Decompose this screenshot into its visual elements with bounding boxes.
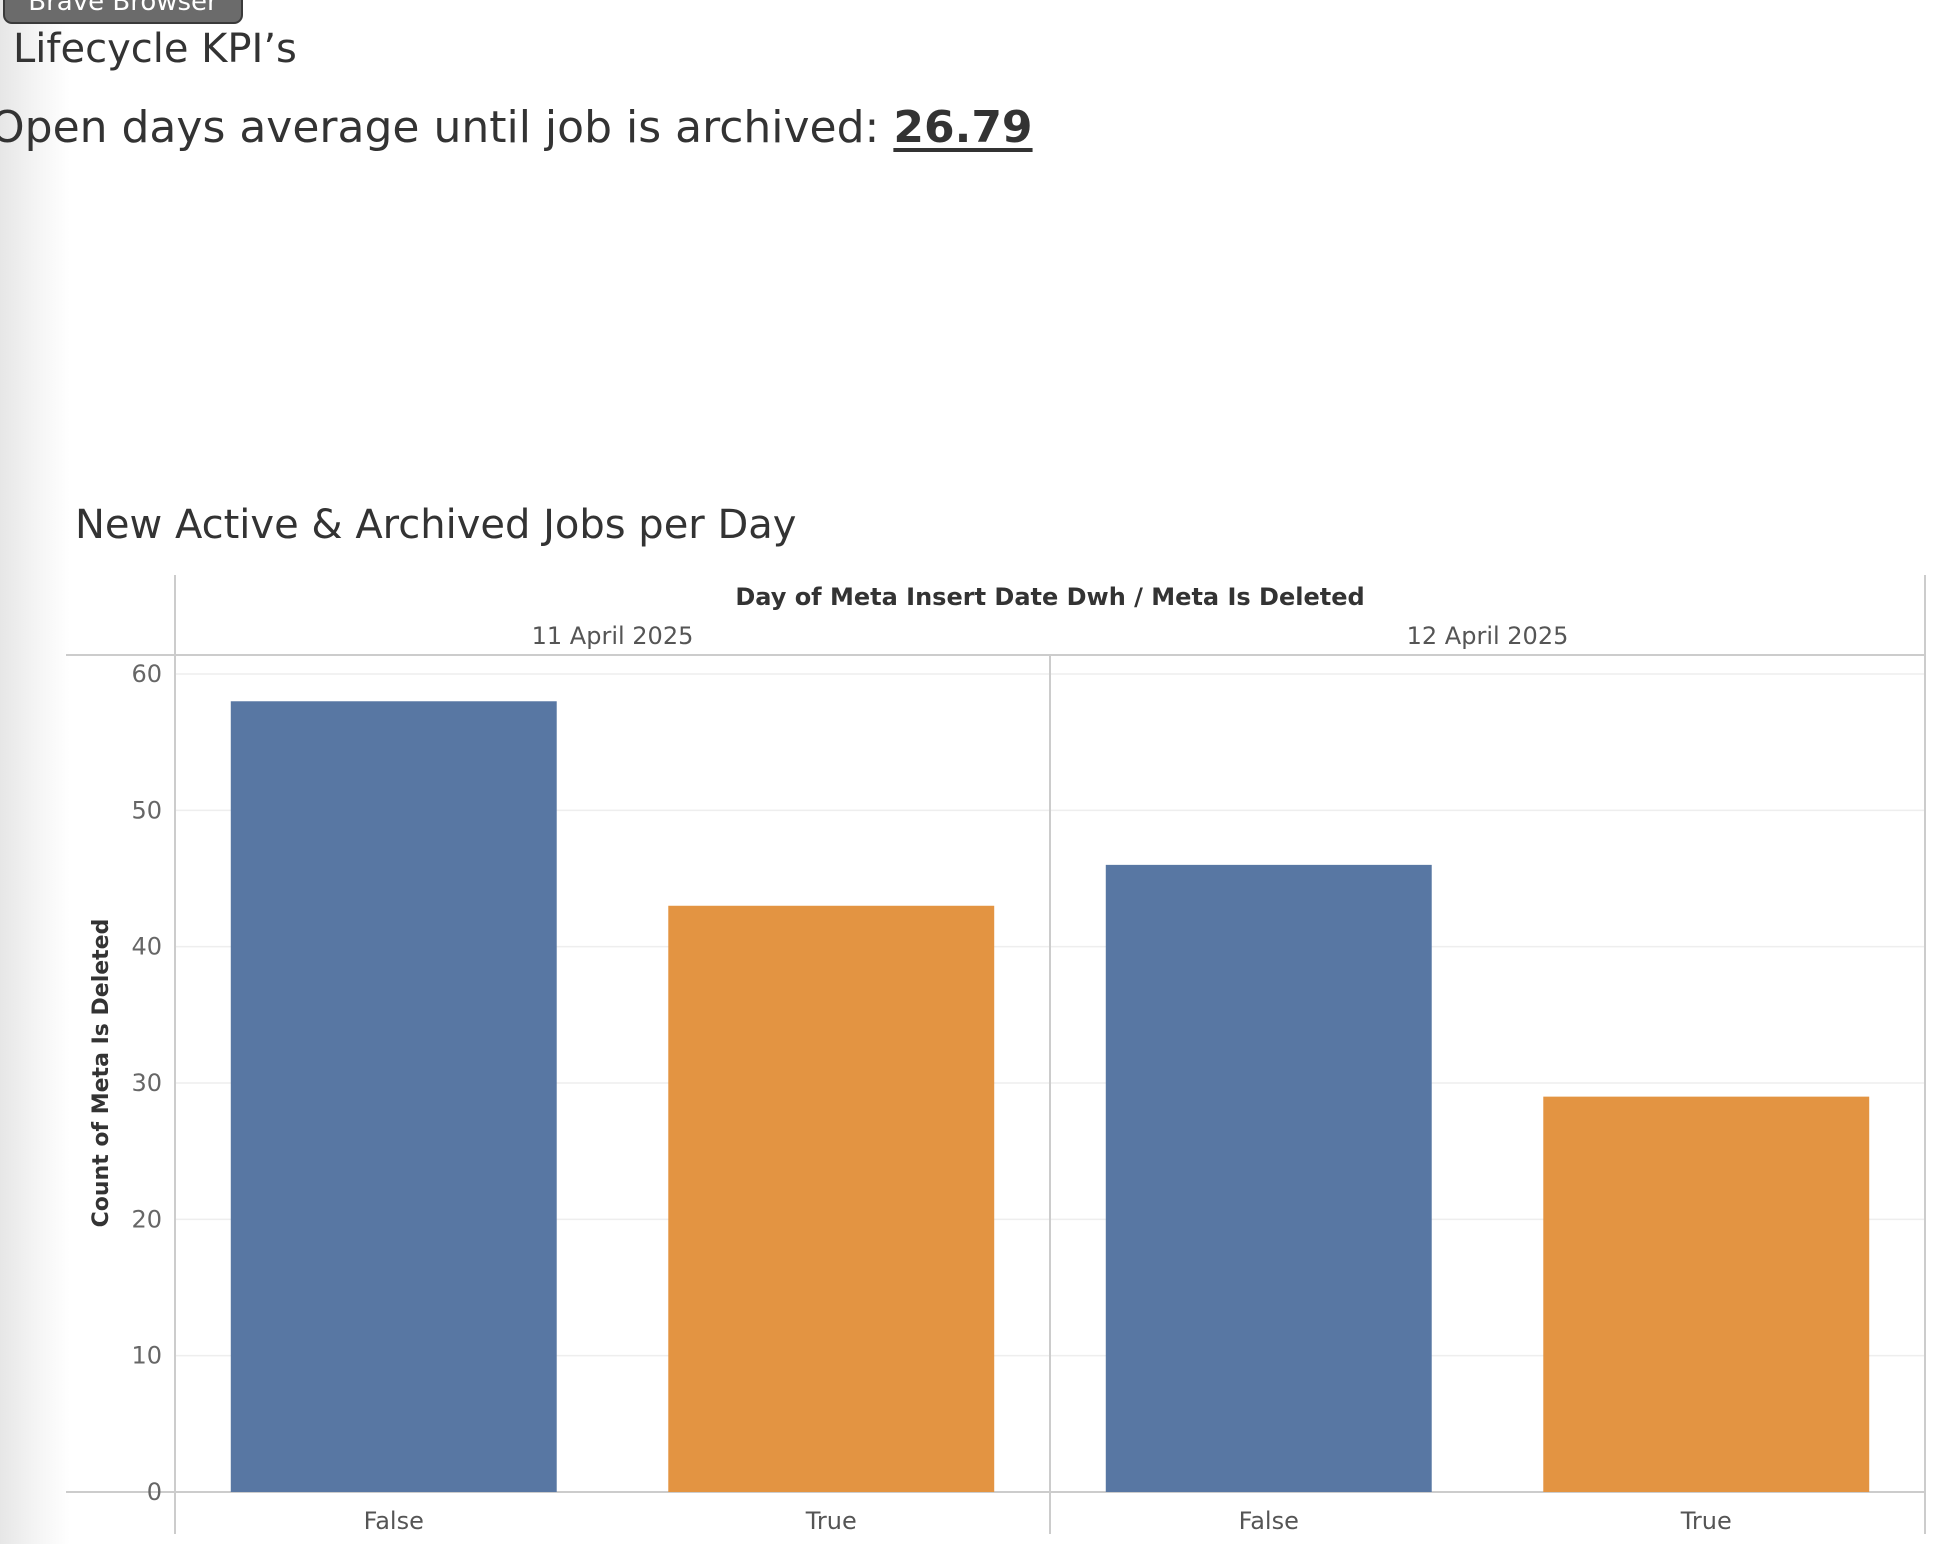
bar-1-true xyxy=(1543,1096,1870,1492)
x-tick-0-false: False xyxy=(364,1507,424,1535)
bar-1-false xyxy=(1105,864,1432,1492)
group-label-1: 12 April 2025 xyxy=(1407,622,1569,650)
left-shade xyxy=(0,0,70,1544)
y-tick-40: 40 xyxy=(131,933,162,961)
kpi-value-link[interactable]: 26.79 xyxy=(893,102,1033,153)
kpi-label: Open days average until job is archived: xyxy=(0,102,880,153)
bar-chart: Day of Meta Insert Date Dwh / Meta Is De… xyxy=(66,575,1926,1535)
section-title: Lifecycle KPI’s xyxy=(13,26,297,72)
tooltip-label: Brave Browser xyxy=(28,0,218,17)
y-axis-label: Count of Meta Is Deleted xyxy=(89,919,114,1228)
kpi-line: Open days average until job is archived:… xyxy=(0,102,1033,153)
y-tick-30: 30 xyxy=(131,1069,162,1097)
bar-0-true xyxy=(668,905,995,1492)
x-tick-0-true: True xyxy=(805,1507,857,1535)
chart-title: New Active & Archived Jobs per Day xyxy=(75,502,797,548)
chart-header: Day of Meta Insert Date Dwh / Meta Is De… xyxy=(735,583,1364,611)
brave-browser-tooltip: Brave Browser xyxy=(3,0,243,24)
group-labels: 11 April 2025 12 April 2025 xyxy=(532,622,1569,650)
bar-0-false xyxy=(230,701,557,1492)
y-tick-60: 60 xyxy=(131,660,162,688)
x-tick-1-false: False xyxy=(1239,1507,1299,1535)
y-tick-50: 50 xyxy=(131,796,162,824)
group-label-0: 11 April 2025 xyxy=(532,622,694,650)
y-tick-0: 0 xyxy=(147,1478,162,1506)
x-axis-ticks: False True False True xyxy=(364,1507,1732,1535)
y-tick-10: 10 xyxy=(131,1342,162,1370)
x-tick-1-true: True xyxy=(1680,1507,1732,1535)
y-axis-ticks: 0 10 20 30 40 50 60 xyxy=(131,660,162,1506)
bars xyxy=(230,701,1870,1492)
y-tick-20: 20 xyxy=(131,1205,162,1233)
